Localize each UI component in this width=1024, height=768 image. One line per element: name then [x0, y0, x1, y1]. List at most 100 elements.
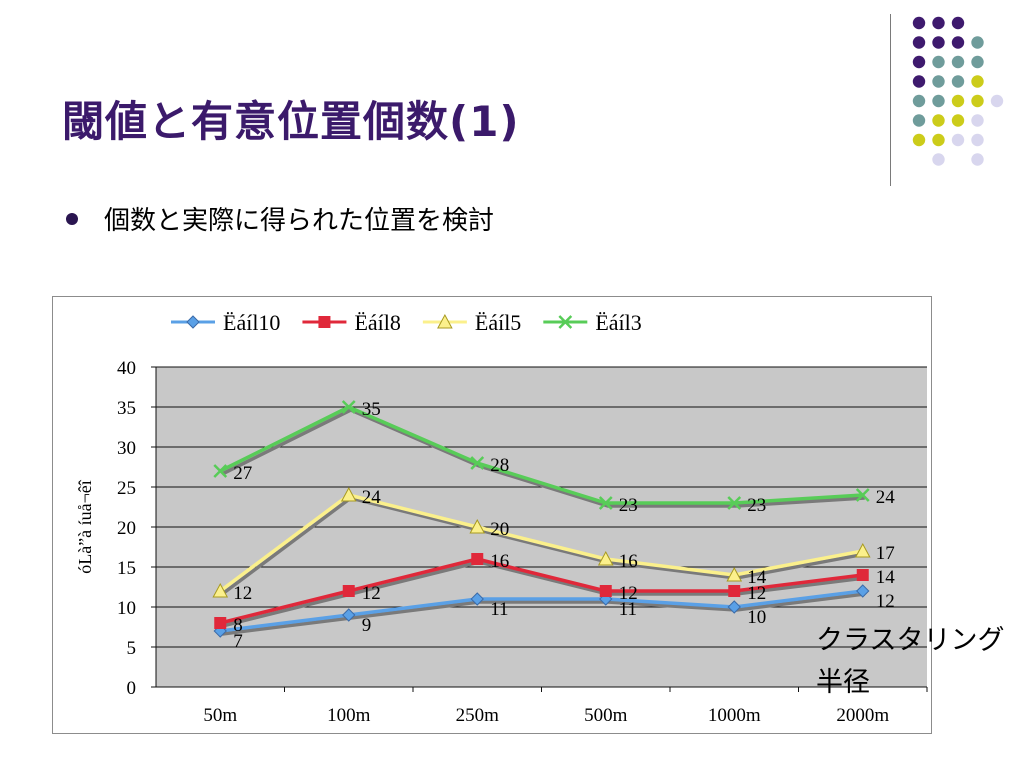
- series-line-shadow: [222, 592, 865, 636]
- data-point: [598, 496, 613, 510]
- data-label: 8: [233, 615, 243, 636]
- y-tick-label: 35: [117, 398, 136, 419]
- data-label: 16: [490, 551, 509, 572]
- data-point: [856, 584, 870, 598]
- axis-caption-line1: クラスタリング: [816, 625, 1005, 656]
- decor-dot: [932, 16, 945, 30]
- legend-label: Ëáíl8: [354, 310, 400, 335]
- data-point: [728, 585, 741, 597]
- decor-dot: [932, 75, 945, 88]
- data-point: [437, 313, 453, 329]
- data-point: [854, 542, 871, 558]
- y-tick-label: 20: [117, 518, 136, 539]
- data-label: 14: [876, 567, 896, 588]
- decor-dot: [971, 114, 984, 127]
- axis-caption: クラスタリング 半径: [816, 620, 1004, 704]
- data-label: 17: [876, 543, 895, 564]
- decor-dot: [932, 114, 945, 127]
- slide-title: 閾値と有意位置個数(1): [62, 97, 520, 146]
- x-tick-label: 1000m: [708, 705, 761, 726]
- data-point: [726, 566, 743, 582]
- data-point: [471, 553, 484, 565]
- data-label: 27: [233, 463, 252, 484]
- x-tick-label: 250m: [456, 705, 500, 726]
- legend-item: Ëáíl5: [422, 310, 521, 335]
- data-label: 11: [619, 599, 637, 620]
- decor-dot: [990, 94, 1004, 108]
- legend-label: Ëáíl5: [475, 310, 521, 335]
- y-tick-label: 30: [117, 438, 136, 459]
- legend: Ëáíl10 Ëáíl8 Ëáíl5 Ëáíl3: [171, 310, 642, 335]
- data-label: 12: [362, 583, 381, 604]
- data-point: [341, 400, 356, 414]
- decor-dot: [971, 153, 984, 166]
- data-point: [340, 486, 357, 502]
- y-tick-label: 10: [117, 598, 136, 619]
- bullet-text: 個数と実際に得られた位置を検討: [104, 206, 495, 236]
- decor-dot: [951, 36, 965, 49]
- y-tick-label: 0: [127, 678, 137, 699]
- decor-dot: [971, 75, 984, 88]
- data-label: 14: [747, 567, 767, 588]
- legend-label: Ëáíl3: [595, 310, 641, 335]
- x-tick-label: 50m: [203, 705, 237, 726]
- data-point: [212, 582, 229, 598]
- data-label: 11: [490, 599, 508, 620]
- series-line-shadow: [221, 560, 865, 628]
- series-3: 12 24 20 16 14 17: [212, 486, 895, 604]
- legend-label: Ëáíl10: [223, 310, 280, 335]
- decor-dot: [951, 114, 965, 127]
- data-point: [558, 315, 573, 329]
- series-line: [219, 493, 864, 593]
- data-point: [470, 592, 484, 606]
- series-2: 8 12 16 12 12 14: [214, 551, 895, 636]
- data-label: 20: [490, 519, 509, 540]
- data-label: 24: [876, 487, 896, 508]
- data-point: [214, 617, 227, 629]
- y-axis-label: óLà”à íuå¬êî: [75, 479, 95, 574]
- decor-dot: [912, 55, 926, 69]
- decor-dot: [951, 55, 965, 69]
- data-point: [855, 488, 870, 502]
- legend-item: Ëáíl8: [302, 310, 401, 335]
- chart-container: 0 5 10 15 20 25 30 35 40 50m 100m 250m 500m 1000m 2000…: [52, 296, 932, 734]
- data-point: [318, 316, 331, 328]
- decor-dot: [971, 94, 984, 108]
- data-label: 12: [233, 583, 252, 604]
- data-point: [597, 550, 614, 566]
- decor-divider-line: [890, 14, 891, 186]
- series-line: [220, 589, 863, 633]
- data-point: [727, 496, 742, 510]
- legend-item: Ëáíl3: [543, 310, 642, 335]
- data-label: 12: [619, 583, 638, 604]
- decor-dot: [971, 133, 984, 147]
- data-label: 24: [362, 487, 382, 508]
- data-point: [470, 456, 485, 470]
- data-point: [727, 600, 741, 614]
- legend-item: Ëáíl10: [171, 310, 280, 335]
- data-label: 35: [362, 399, 381, 420]
- y-tick-label: 5: [127, 638, 137, 659]
- data-label: 28: [490, 455, 509, 476]
- decor-dot: [971, 36, 984, 49]
- series-line-shadow: [221, 496, 866, 596]
- line-chart: 0 5 10 15 20 25 30 35 40 50m 100m 250m 500m 1000m 2000…: [75, 310, 928, 726]
- x-tick-label: 100m: [327, 705, 371, 726]
- decor-dot: [912, 16, 926, 30]
- decor-dot: [932, 153, 945, 166]
- decor-dot: [912, 114, 926, 127]
- x-tick-label: 500m: [584, 705, 628, 726]
- axis-caption-line2: 半径: [816, 667, 870, 698]
- decor-dot: [932, 94, 945, 108]
- y-tick-label: 15: [117, 558, 136, 579]
- decor-dot: [932, 133, 945, 147]
- decor-dot: [951, 133, 965, 147]
- decor-dot: [912, 133, 926, 147]
- decor-dot: [912, 36, 926, 49]
- data-point: [469, 518, 486, 534]
- x-tick-label: 2000m: [836, 705, 889, 726]
- data-point: [599, 585, 612, 597]
- y-tick-label: 25: [117, 478, 136, 499]
- data-label: 23: [747, 495, 766, 516]
- data-label: 10: [747, 607, 766, 628]
